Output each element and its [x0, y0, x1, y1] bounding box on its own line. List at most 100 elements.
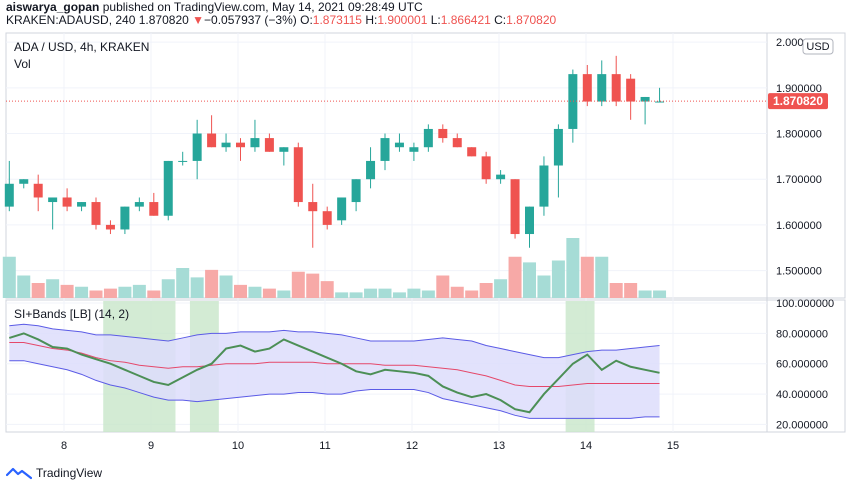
volume-bar: [450, 286, 464, 298]
volume-bar: [46, 279, 60, 298]
indicator-pane-frame: [5, 299, 846, 433]
price-tick-label: 1.900000: [776, 83, 822, 95]
candle-body: [394, 142, 404, 148]
candle-body: [582, 74, 592, 102]
candle-body: [337, 197, 347, 221]
close-value: 1.870820: [506, 13, 557, 27]
candle-body: [221, 142, 231, 148]
volume-bar: [508, 256, 522, 298]
tradingview-logo-icon: [6, 467, 32, 480]
price-tick-label: 1.500000: [776, 266, 822, 278]
indicator-tick-label: 100.000000: [776, 298, 834, 310]
last-price: 1.870820: [138, 13, 189, 27]
candle-body: [510, 179, 520, 235]
candle-body: [655, 101, 665, 103]
candle-body: [351, 179, 361, 203]
volume-bar: [277, 290, 291, 298]
volume-bar: [436, 275, 450, 298]
footer-brand[interactable]: TradingView: [6, 466, 102, 480]
main-pane-frame: [5, 32, 846, 299]
open-label: O:: [300, 13, 313, 27]
band-fill: [9, 324, 660, 419]
volume-bar: [551, 260, 565, 298]
volume-bar: [624, 283, 638, 298]
volume-bar: [479, 283, 493, 298]
candle-body: [611, 74, 621, 102]
indicator-title: SI+Bands [LB] (14, 2): [14, 307, 129, 321]
volume-bar: [609, 283, 623, 298]
price-tick-label: 1.600000: [776, 220, 822, 232]
volume-bar: [31, 283, 45, 298]
volume-bar: [219, 275, 233, 298]
volume-bar: [638, 290, 652, 298]
time-tick-label: 11: [319, 440, 330, 452]
candle-body: [207, 133, 217, 148]
high-label: H:: [365, 13, 378, 27]
volume-bar: [190, 277, 204, 298]
time-tick-label: 12: [406, 440, 418, 452]
volume-bar: [2, 256, 16, 298]
volume-bar: [378, 288, 392, 298]
candle-body: [149, 202, 159, 216]
volume-bar: [248, 286, 262, 298]
candle-body: [553, 128, 563, 166]
close-label: C:: [494, 13, 507, 27]
candle-body: [33, 183, 43, 198]
volume-bar: [132, 284, 146, 298]
price-tick-label: 1.700000: [776, 174, 822, 186]
price-tag: [768, 93, 828, 110]
candle-body: [19, 179, 29, 184]
low-value: 1.866421: [440, 13, 491, 27]
volume-bar: [407, 288, 421, 298]
candle-body: [539, 165, 549, 207]
candle-body: [264, 138, 274, 152]
si-line: [8, 332, 660, 414]
volume-bar: [306, 273, 320, 298]
candle-body: [467, 147, 477, 157]
low-label: L:: [430, 13, 441, 27]
down-arrow-icon: ▼: [192, 13, 205, 27]
ohlc-line: KRAKEN:ADAUSD, 240 1.870820 ▼−0.057937 (…: [6, 13, 556, 27]
indicator-tick-label: 80.000000: [776, 328, 828, 340]
time-tick-label: 15: [667, 440, 679, 452]
publish-line: aiswarya_gopan published on TradingView.…: [6, 0, 423, 14]
volume-bar: [291, 271, 305, 298]
high-value: 1.900001: [377, 13, 428, 27]
author-name[interactable]: aiswarya_gopan: [6, 0, 100, 14]
volume-bar: [75, 286, 89, 298]
publish-info: published on TradingView.com, May 14, 20…: [102, 0, 423, 14]
price-change: −0.057937 (−3%): [204, 13, 297, 27]
volume-bar: [234, 284, 247, 298]
currency-badge-label: USD: [806, 41, 829, 53]
time-tick-label: 10: [232, 440, 244, 452]
currency-badge[interactable]: [802, 38, 834, 55]
candle-body: [293, 147, 303, 203]
volume-bar: [392, 292, 406, 298]
candle-body: [597, 74, 607, 102]
volume-bar: [537, 275, 551, 298]
candle-body: [568, 74, 578, 129]
lower-band-line: [9, 360, 660, 419]
volume-bar: [103, 288, 117, 298]
open-value: 1.873115: [312, 13, 362, 27]
time-tick-label: 8: [61, 440, 67, 452]
candle-body: [250, 138, 260, 148]
candle-body: [91, 202, 101, 225]
candle-body: [380, 138, 390, 161]
candle-body: [163, 160, 173, 216]
volume-bar: [653, 290, 667, 298]
volume-bar: [161, 279, 175, 298]
indicator-tick-label: 40.000000: [776, 389, 828, 401]
volume-bar: [205, 269, 219, 298]
volume-bar: [349, 292, 363, 298]
candle-body: [366, 160, 376, 180]
volume-bar: [580, 256, 594, 298]
volume-bar: [60, 284, 74, 298]
volume-label: Vol: [14, 57, 31, 71]
upper-band-line: [9, 323, 660, 359]
bands-layer: [8, 323, 660, 419]
volume-bar: [147, 290, 161, 298]
indicator-tick-label: 20.000000: [776, 419, 828, 431]
